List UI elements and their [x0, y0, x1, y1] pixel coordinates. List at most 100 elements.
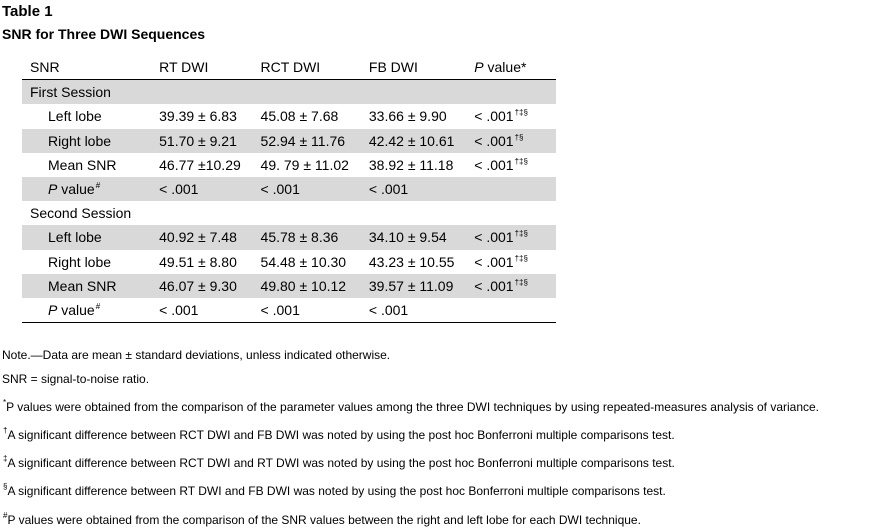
- footnote: Note.—Data are mean ± standard deviation…: [2, 343, 819, 367]
- cell-fb: 34.10 ± 9.54: [368, 225, 475, 250]
- footnote: #P values were obtained from the compari…: [2, 504, 819, 532]
- cell-p: < .001†‡§: [474, 153, 556, 177]
- header-p-value: P value*: [474, 55, 556, 81]
- p-footnote-marks: †§: [514, 132, 524, 142]
- cell-fb: 39.57 ± 11.09: [368, 273, 475, 298]
- cell-rt: < .001: [146, 176, 261, 202]
- footnote: SNR = signal-to-noise ratio.: [2, 367, 819, 391]
- p-value: < .001: [474, 253, 514, 270]
- footnote-text: Note.—Data are mean ± standard deviation…: [2, 348, 391, 362]
- header-fb-dwi: FB DWI: [368, 55, 475, 81]
- p-rest: value: [57, 181, 95, 198]
- cell-p: < .001†‡§: [474, 225, 556, 250]
- cell-p: < .001†§: [474, 128, 556, 153]
- row-label: Left lobe: [48, 108, 102, 125]
- header-snr: SNR: [22, 55, 147, 81]
- cell-rt: 39.39 ± 6.83: [159, 108, 237, 125]
- p-italic: P: [48, 181, 58, 198]
- row-label: Right lobe: [48, 253, 112, 270]
- p-value: < .001: [474, 277, 514, 294]
- footnote-mark: ‡: [3, 454, 8, 464]
- row-label: P value#: [22, 176, 147, 202]
- header-p-rest: value*: [483, 59, 527, 76]
- p-footnote-marks: †‡§: [514, 277, 528, 287]
- cell-rct: 49.80 ± 10.12: [260, 273, 369, 298]
- cell-rt: 51.70 ± 9.21: [146, 128, 261, 153]
- p-footnote-mark: #: [95, 181, 101, 191]
- p-footnote-marks: †‡§: [514, 156, 528, 166]
- footnote-text: A significant difference between RCT DWI…: [7, 456, 675, 471]
- footnote-text: P values were obtained from the comparis…: [7, 512, 641, 527]
- p-footnote-mark: #: [95, 301, 101, 311]
- header-rct-dwi: RCT DWI: [260, 55, 369, 81]
- table-row: Mean SNR 46.07 ± 9.30 49.80 ± 10.12 39.5…: [22, 273, 556, 298]
- footnote: †A significant difference between RCT DW…: [2, 419, 819, 447]
- table-footnotes: Note.—Data are mean ± standard deviation…: [2, 343, 819, 532]
- footnote-mark: *: [3, 398, 7, 408]
- cell-p: < .001†‡§: [474, 273, 556, 298]
- section-label: First Session: [22, 79, 556, 105]
- footnote-text: A significant difference between RT DWI …: [7, 484, 666, 499]
- cell-fb: < .001: [368, 176, 475, 202]
- p-footnote-marks: †‡§: [514, 108, 528, 118]
- footnote: *P values were obtained from the compari…: [2, 391, 819, 419]
- p-value: < .001: [474, 108, 514, 125]
- p-italic: P: [48, 301, 58, 318]
- row-label: Mean SNR: [22, 273, 147, 298]
- p-value: < .001: [474, 156, 514, 173]
- cell-fb: 38.92 ± 11.18: [368, 156, 454, 173]
- cell-rct: < .001: [260, 176, 369, 202]
- header-rt-dwi: RT DWI: [146, 55, 261, 81]
- footnote-text: A significant difference between RCT DWI…: [7, 428, 675, 443]
- cell-p: [474, 176, 556, 202]
- cell-fb: 43.23 ± 10.55: [368, 253, 455, 270]
- cell-p: < .001†‡§: [474, 250, 556, 274]
- table-row-pvalue: P value# < .001 < .001 < .001: [22, 176, 556, 202]
- table-row: Mean SNR 46.77 ±10.29 49. 79 ± 11.02 38.…: [22, 153, 556, 177]
- cell-rct: 49. 79 ± 11.02: [260, 156, 349, 173]
- cell-rt: 46.07 ± 9.30: [146, 273, 261, 298]
- footnote-mark: †: [3, 426, 8, 436]
- cell-rt: 46.77 ±10.29: [159, 156, 241, 173]
- section-label: Second Session: [30, 205, 132, 222]
- table-row: Left lobe 39.39 ± 6.83 45.08 ± 7.68 33.6…: [22, 104, 556, 128]
- table-row-pvalue: P value# < .001 < .001 < .001: [22, 297, 556, 324]
- snr-table: SNR RT DWI RCT DWI FB DWI P value* First…: [22, 55, 556, 324]
- table-subtitle: SNR for Three DWI Sequences: [2, 26, 206, 42]
- cell-rt: 40.92 ± 7.48: [146, 225, 261, 250]
- cell-rt: 49.51 ± 8.80: [159, 253, 237, 270]
- cell-rt: < .001: [146, 297, 261, 324]
- row-label: Mean SNR: [48, 156, 117, 173]
- footnote: §A significant difference between RT DWI…: [2, 475, 819, 503]
- section-row-first-session: First Session: [22, 79, 556, 105]
- cell-rct: 45.08 ± 7.68: [260, 108, 339, 125]
- cell-fb: < .001: [368, 297, 475, 324]
- cell-rct: < .001: [260, 297, 369, 324]
- row-label: Right lobe: [22, 128, 147, 153]
- p-footnote-marks: †‡§: [514, 229, 528, 239]
- cell-rct: 45.78 ± 8.36: [260, 225, 369, 250]
- footnote: ‡A significant difference between RCT DW…: [2, 447, 819, 475]
- footnote-text: SNR = signal-to-noise ratio.: [2, 372, 150, 387]
- table-title: Table 1: [2, 3, 53, 20]
- cell-p: [474, 297, 556, 324]
- row-label: P value#: [22, 297, 147, 324]
- p-rest: value: [57, 301, 95, 318]
- table-row: Left lobe 40.92 ± 7.48 45.78 ± 8.36 34.1…: [22, 225, 556, 250]
- table-row: Right lobe 51.70 ± 9.21 52.94 ± 11.76 42…: [22, 128, 556, 153]
- p-value: < .001: [474, 132, 514, 149]
- footnote-text: P values were obtained from the comparis…: [6, 400, 820, 415]
- footnote-mark: §: [3, 482, 8, 492]
- header-p-italic: P: [474, 59, 484, 76]
- cell-rct: 52.94 ± 11.76: [260, 128, 369, 153]
- p-value: < .001: [474, 229, 514, 246]
- cell-p: < .001†‡§: [474, 104, 556, 128]
- header-row: SNR RT DWI RCT DWI FB DWI P value*: [22, 55, 556, 81]
- cell-fb: 33.66 ± 9.90: [368, 108, 447, 125]
- table-row: Right lobe 49.51 ± 8.80 54.48 ± 10.30 43…: [22, 250, 556, 274]
- row-label: Left lobe: [22, 225, 147, 250]
- section-row-second-session: Second Session: [22, 201, 556, 225]
- p-footnote-marks: †‡§: [514, 253, 528, 263]
- cell-rct: 54.48 ± 10.30: [260, 253, 347, 270]
- cell-fb: 42.42 ± 10.61: [368, 128, 475, 153]
